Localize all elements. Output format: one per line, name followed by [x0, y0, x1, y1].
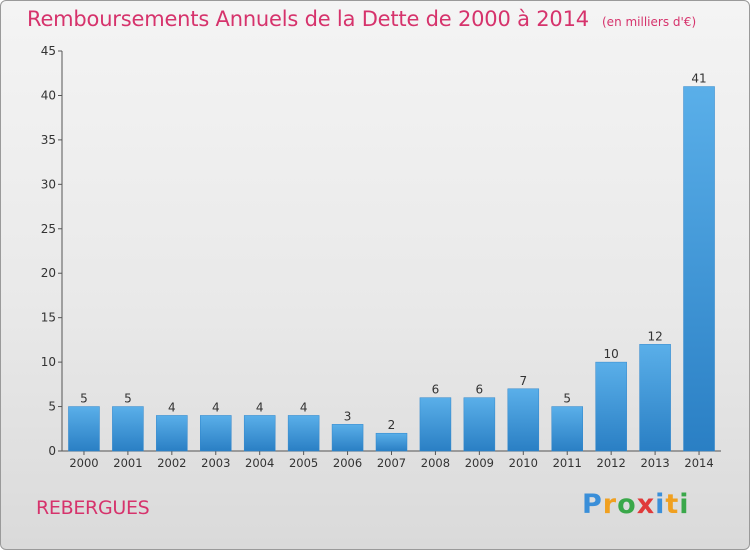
- chart-title: Remboursements Annuels de la Dette de 20…: [27, 7, 589, 31]
- y-tick-label: 45: [41, 44, 56, 58]
- y-tick-label: 30: [41, 177, 56, 191]
- y-tick-label: 40: [41, 88, 56, 102]
- value-label: 5: [124, 392, 132, 406]
- bars: [68, 86, 715, 452]
- y-tick-label: 10: [41, 355, 56, 369]
- y-tick-label: 5: [48, 400, 56, 414]
- bar-2012: [595, 361, 627, 452]
- logo-letter: P: [582, 489, 603, 520]
- value-label: 12: [647, 329, 662, 343]
- x-tick-label: 2012: [597, 456, 626, 470]
- town-name: REBERGUES: [36, 497, 150, 519]
- x-tick-label: 2013: [640, 456, 669, 470]
- x-tick-label: 2008: [421, 456, 450, 470]
- bar-2004: [243, 415, 276, 452]
- bar-2005: [287, 415, 320, 452]
- logo-letter: i: [679, 489, 690, 520]
- y-tick-label: 15: [41, 311, 56, 325]
- value-label: 7: [519, 374, 527, 388]
- value-label: 6: [432, 383, 440, 397]
- bar-2007: [375, 432, 408, 452]
- value-label: 4: [256, 400, 264, 414]
- x-tick-label: 2001: [113, 456, 142, 470]
- value-label: 2: [388, 418, 396, 432]
- value-label: 3: [344, 409, 352, 423]
- x-tick-label: 2005: [289, 456, 318, 470]
- title-row: Remboursements Annuels de la Dette de 20…: [27, 7, 696, 31]
- bar-2000: [68, 406, 100, 452]
- x-tick-label: 2010: [509, 456, 538, 470]
- x-tick-label: 2004: [245, 456, 274, 470]
- bar-2009: [463, 397, 496, 452]
- x-tick-label: 2007: [377, 456, 406, 470]
- y-tick-label: 20: [41, 266, 56, 280]
- proxiti-logo: Proxiti: [582, 489, 690, 520]
- logo-letter: r: [602, 489, 618, 520]
- logo-letter: i: [655, 489, 666, 520]
- bar-2003: [200, 415, 232, 452]
- bar-2011: [551, 406, 583, 452]
- chart-subtitle: (en milliers d'€): [602, 15, 697, 29]
- value-label: 5: [563, 392, 571, 406]
- x-tick-label: 2002: [157, 456, 186, 470]
- logo-letter: o: [617, 489, 637, 520]
- bar-2006: [331, 424, 364, 452]
- x-tick-label: 2006: [333, 456, 362, 470]
- value-label: 4: [168, 400, 176, 414]
- x-tick-label: 2000: [69, 456, 98, 470]
- value-labels: 5 5 4 4 4 4 3 2 6 6 7 5 10 12 41: [80, 72, 707, 433]
- x-tick-label: 2003: [201, 456, 230, 470]
- logo-letter: t: [665, 489, 680, 520]
- value-label: 6: [476, 383, 484, 397]
- bar-2014: [683, 86, 715, 452]
- value-label: 10: [604, 347, 619, 361]
- x-tick-label: 2011: [553, 456, 582, 470]
- y-tick-label: 25: [41, 222, 56, 236]
- bar-2002: [156, 415, 188, 452]
- bar-2010: [507, 388, 540, 452]
- y-tick-label: 0: [48, 444, 56, 458]
- x-tick-label: 2014: [684, 456, 713, 470]
- value-label: 4: [300, 400, 308, 414]
- bar-2001: [112, 406, 144, 452]
- value-label: 5: [80, 392, 88, 406]
- value-label: 4: [212, 400, 220, 414]
- bar-2013: [639, 344, 671, 452]
- y-tick-label: 35: [41, 133, 56, 147]
- value-label: 41: [691, 72, 706, 86]
- logo-letter: x: [636, 489, 656, 520]
- bar-2008: [419, 397, 452, 452]
- x-tick-label: 2009: [465, 456, 494, 470]
